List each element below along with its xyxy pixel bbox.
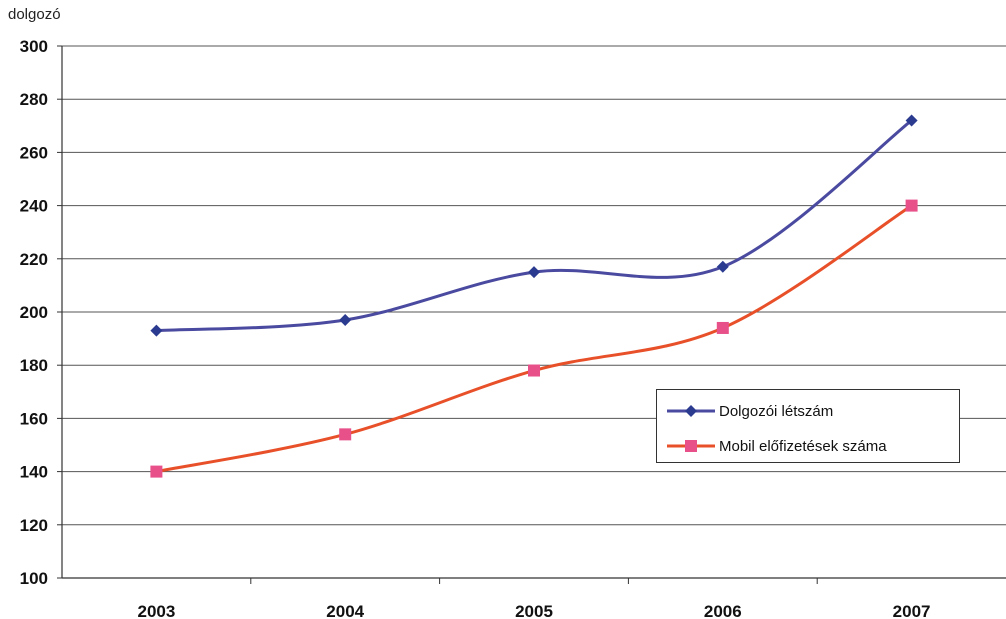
axes — [57, 45, 1006, 584]
y-tick-label: 100 — [20, 569, 48, 588]
series-1-point-0 — [150, 465, 163, 478]
y-tick-label: 280 — [20, 90, 48, 109]
series-1-point-3 — [716, 321, 729, 334]
y-tick-label: 120 — [20, 516, 48, 535]
y-tick-label: 140 — [20, 463, 48, 482]
legend-label-1: Mobil előfizetések száma — [719, 437, 887, 455]
legend-label-0: Dolgozói létszám — [719, 402, 834, 420]
y-tick-labels: 100 120 140 160 180 200 220 240 260 280 300 — [20, 37, 48, 588]
legend-line-square-icon — [667, 440, 715, 452]
series-1-point-2 — [528, 364, 540, 377]
series-1-point-1 — [339, 428, 352, 441]
x-tick-label: 2003 — [137, 602, 175, 619]
y-tick-label: 180 — [20, 356, 48, 375]
series-group — [150, 114, 918, 478]
y-tick-label: 200 — [20, 303, 48, 322]
series-0-point-1 — [339, 313, 352, 326]
legend: Dolgozói létszám Mobil előfizetések szám… — [656, 389, 960, 463]
x-tick-labels: 2003 2004 2005 2006 2007 — [137, 602, 930, 619]
series-1-point-4 — [905, 199, 918, 212]
gridlines — [62, 45, 1006, 579]
series-0-point-4 — [905, 114, 918, 127]
y-tick-label: 300 — [20, 37, 48, 56]
y-tick-label: 220 — [20, 250, 48, 269]
series-0-point-2 — [528, 266, 540, 279]
legend-line-diamond-icon — [667, 405, 715, 417]
x-tick-label: 2006 — [704, 602, 742, 619]
legend-item-1: Mobil előfizetések száma — [665, 435, 887, 457]
x-tick-label: 2007 — [893, 602, 931, 619]
series-0-point-3 — [716, 260, 729, 273]
legend-item-0: Dolgozói létszám — [665, 400, 833, 422]
y-tick-label: 240 — [20, 197, 48, 216]
x-tick-label: 2004 — [326, 602, 364, 619]
y-axis-label: dolgozó — [8, 6, 61, 23]
x-tick-label: 2005 — [515, 602, 553, 619]
series-0-point-0 — [150, 324, 163, 337]
y-tick-label: 160 — [20, 409, 48, 428]
y-tick-label: 260 — [20, 143, 48, 162]
